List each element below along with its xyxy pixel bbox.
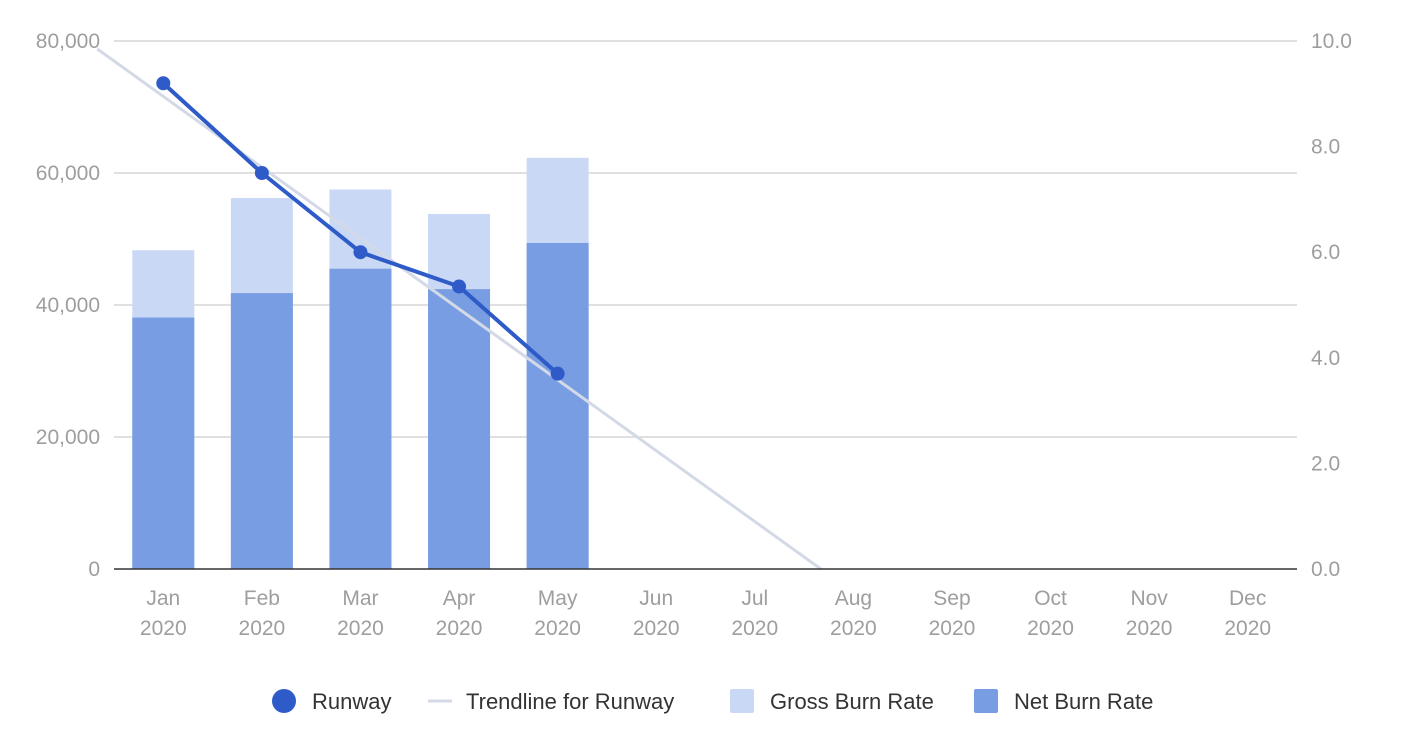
x-tick-label-year: 2020 xyxy=(1027,617,1074,640)
runway-point xyxy=(156,76,171,91)
legend-label: Trendline for Runway xyxy=(466,689,674,714)
x-tick-label-year: 2020 xyxy=(633,617,680,640)
runway-point xyxy=(452,279,467,294)
y-right-tick-label: 10.0 xyxy=(1311,30,1352,53)
x-tick-label-year: 2020 xyxy=(1224,617,1271,640)
x-tick-label-year: 2020 xyxy=(239,617,286,640)
y-left-tick-label: 60,000 xyxy=(36,162,100,185)
x-tick-label-month: Feb xyxy=(244,587,280,610)
y-right-tick-label: 0.0 xyxy=(1311,558,1340,581)
x-tick-label-month: Jul xyxy=(741,587,768,610)
legend-marker-gross-burn xyxy=(730,689,754,713)
x-tick-label-year: 2020 xyxy=(337,617,384,640)
y-left-tick-label: 40,000 xyxy=(36,294,100,317)
x-tick-label-year: 2020 xyxy=(731,617,778,640)
x-tick-label-year: 2020 xyxy=(534,617,581,640)
x-tick-label-month: Oct xyxy=(1034,587,1067,610)
gridlines xyxy=(114,40,1297,438)
runway-point xyxy=(353,245,368,260)
x-tick-label-month: Jun xyxy=(639,587,673,610)
y-left-tick-label: 80,000 xyxy=(36,30,100,53)
x-tick-label-year: 2020 xyxy=(436,617,483,640)
x-tick-label-month: Apr xyxy=(443,587,476,610)
net-burn-bar xyxy=(230,293,293,569)
legend-label: Net Burn Rate xyxy=(1014,689,1153,714)
runway-line xyxy=(156,76,565,381)
x-tick-label-month: Jan xyxy=(146,587,180,610)
x-tick-label-year: 2020 xyxy=(830,617,877,640)
net-burn-bar xyxy=(132,317,195,569)
x-tick-label-month: Mar xyxy=(342,587,378,610)
y-left-tick-label: 0 xyxy=(88,558,100,581)
y-left-tick-label: 20,000 xyxy=(36,426,100,449)
legend-marker-runway xyxy=(272,689,296,713)
legend: Runway Trendline for Runway Gross Burn Rat… xyxy=(272,689,1153,714)
x-tick-label-month: May xyxy=(538,587,578,610)
y-right-tick-label: 2.0 xyxy=(1311,452,1340,475)
axes: 0 20,000 40,000 60,000 80,000 0.0 2.0 4.0 6.0 8.0… xyxy=(36,30,1352,640)
legend-label: Gross Burn Rate xyxy=(770,689,934,714)
x-tick-label-month: Aug xyxy=(835,587,872,610)
legend-label: Runway xyxy=(312,689,391,714)
y-right-tick-label: 4.0 xyxy=(1311,347,1340,370)
x-tick-label-month: Nov xyxy=(1130,587,1168,610)
x-tick-label-month: Sep xyxy=(933,587,970,610)
net-burn-bar xyxy=(329,268,392,569)
y-right-tick-label: 6.0 xyxy=(1311,241,1340,264)
runway-point xyxy=(254,166,269,180)
x-tick-label-year: 2020 xyxy=(929,617,976,640)
net-burn-bar xyxy=(428,289,491,569)
x-tick-label-year: 2020 xyxy=(1126,617,1173,640)
y-right-tick-label: 8.0 xyxy=(1311,136,1340,159)
runway-point xyxy=(550,366,565,381)
x-tick-label-year: 2020 xyxy=(140,617,187,640)
net-burn-bar xyxy=(526,242,589,569)
legend-marker-net-burn xyxy=(974,689,998,713)
bars xyxy=(132,157,589,570)
x-tick-label-month: Dec xyxy=(1229,587,1266,610)
